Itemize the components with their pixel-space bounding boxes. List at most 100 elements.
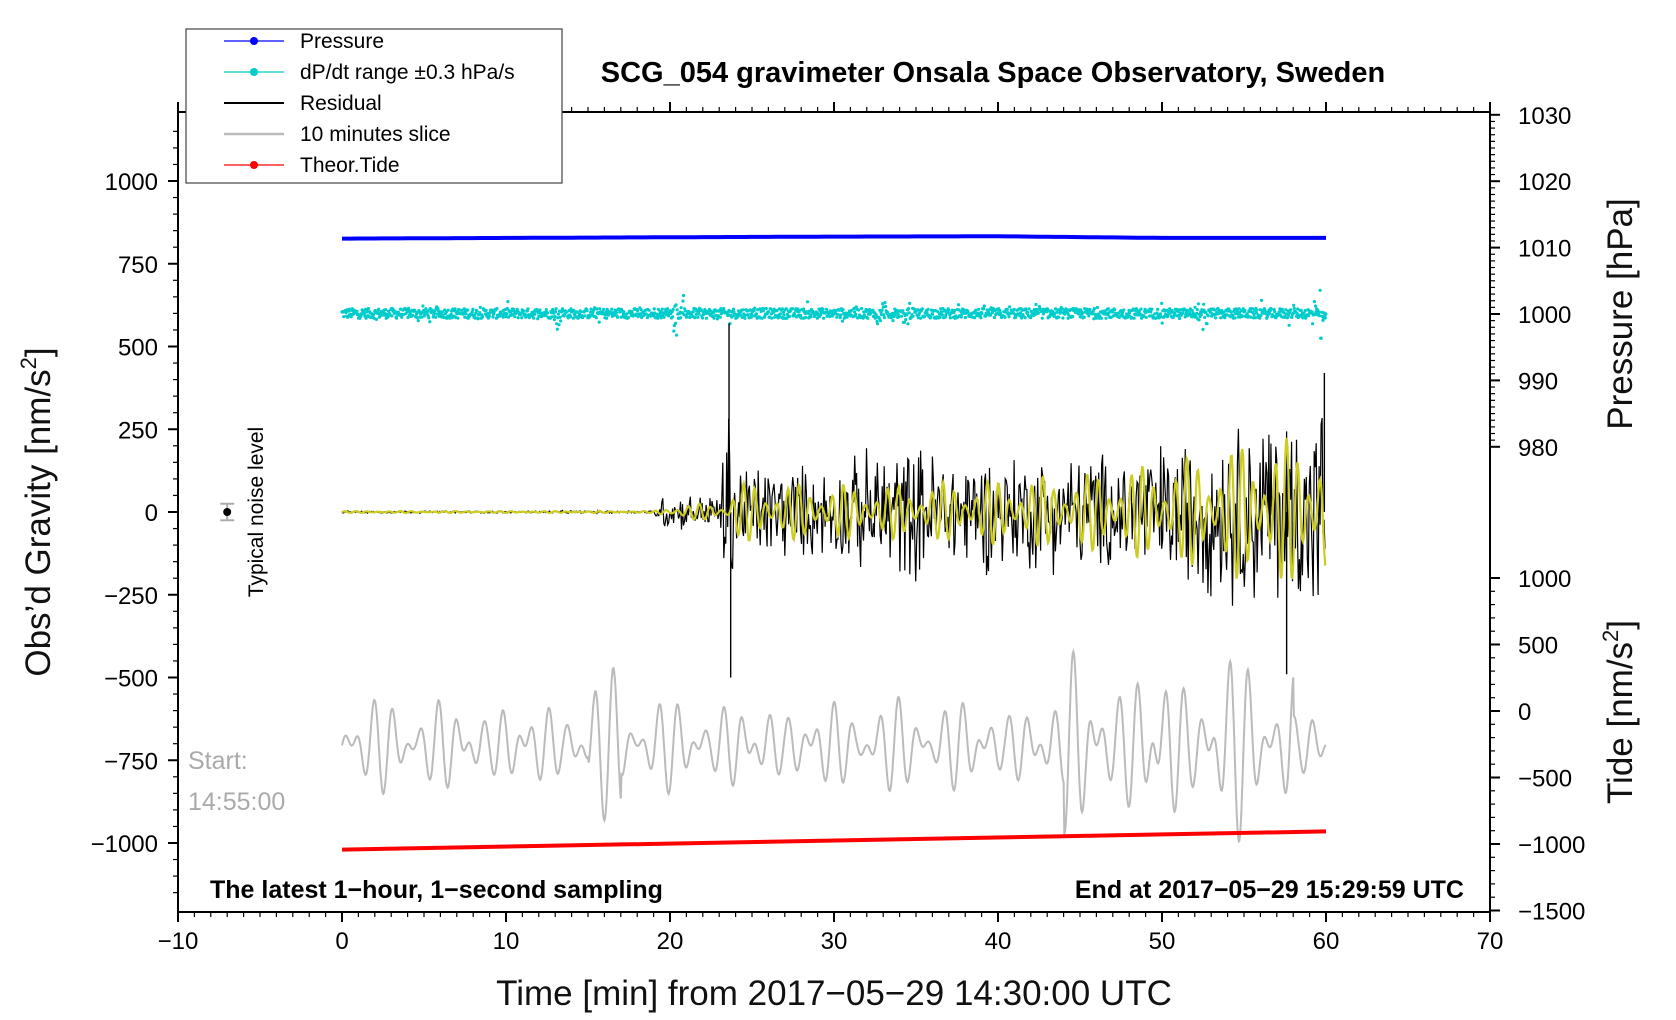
dpdt-point	[989, 313, 993, 317]
dpdt-point	[622, 310, 626, 314]
dpdt-point	[782, 313, 786, 317]
dpdt-point	[753, 306, 757, 310]
dpdt-point	[1214, 316, 1218, 320]
dpdt-point	[977, 307, 981, 311]
dpdt-point	[821, 307, 825, 311]
dpdt-point	[605, 307, 609, 311]
dpdt-point	[585, 309, 589, 313]
dpdt-point	[545, 311, 550, 315]
dpdt-point	[538, 308, 542, 312]
dpdt-point	[1173, 311, 1177, 315]
dpdt-point	[1111, 310, 1115, 314]
dpdt-point	[985, 313, 989, 317]
dpdt-point	[1139, 307, 1143, 311]
x-tick-label-7: 60	[1313, 928, 1340, 955]
dpdt-point	[1259, 298, 1264, 302]
dpdt-point	[1287, 323, 1291, 327]
dpdt-point	[598, 307, 602, 311]
dpdt-point	[920, 307, 924, 311]
dpdt-point	[691, 310, 695, 314]
dpdt-point	[683, 309, 687, 313]
dpdt-point	[453, 307, 457, 311]
dpdt-point	[778, 312, 783, 316]
dpdt-point	[544, 308, 548, 312]
dpdt-point	[1029, 316, 1033, 320]
dpdt-point	[1018, 311, 1023, 315]
dpdt-point	[1063, 312, 1067, 316]
dpdt-point	[835, 315, 839, 319]
dpdt-point	[1205, 322, 1209, 326]
dpdt-point	[495, 306, 499, 311]
dpdt-point	[1026, 310, 1030, 315]
dpdt-point	[1312, 300, 1316, 304]
pressure-line	[342, 234, 1326, 241]
dpdt-point	[1177, 316, 1182, 321]
dpdt-point	[718, 315, 722, 319]
dpdt-point	[639, 308, 643, 312]
dpdt-point	[636, 309, 640, 313]
dpdt-point	[1154, 316, 1159, 320]
dpdt-point	[615, 315, 620, 319]
x-tick-label-6: 50	[1149, 928, 1176, 955]
dpdt-point	[837, 308, 841, 312]
tide-axis-label-sup: 2	[1598, 630, 1623, 642]
dpdt-point	[1292, 303, 1296, 307]
dpdt-point	[1143, 307, 1147, 311]
dpdt-point	[1168, 307, 1172, 311]
dpdt-point	[990, 311, 994, 315]
dpdt-point	[788, 314, 792, 318]
y-tick-label-5: −250	[104, 583, 158, 610]
footer-right-note: End at 2017−05−29 15:29:59 UTC	[1075, 876, 1464, 904]
dpdt-point	[1092, 307, 1097, 311]
y-axis-label-sup: 2	[16, 357, 41, 369]
dpdt-point	[940, 313, 945, 317]
dpdt-point	[550, 315, 554, 319]
dpdt-point	[1243, 308, 1247, 312]
dpdt-point	[554, 307, 558, 311]
series-layer	[220, 234, 1328, 852]
dpdt-point	[822, 316, 826, 320]
dpdt-point	[775, 308, 779, 313]
dpdt-point	[491, 315, 495, 319]
slice-line	[341, 648, 1327, 844]
dpdt-point	[907, 311, 911, 315]
dpdt-point	[883, 301, 887, 305]
dpdt-point	[906, 307, 911, 311]
dpdt-point	[754, 312, 759, 316]
dpdt-point	[1134, 309, 1138, 313]
dpdt-point	[1144, 315, 1148, 319]
dpdt-point	[1155, 311, 1159, 315]
dpdt-point	[896, 312, 900, 316]
dpdt-point	[791, 307, 795, 311]
dpdt-point	[1052, 314, 1056, 318]
dpdt-point	[366, 306, 370, 311]
y-tick-label-8: −1000	[91, 831, 158, 858]
dpdt-point	[579, 310, 583, 314]
dpdt-point	[605, 316, 609, 320]
dpdt-point	[732, 310, 736, 314]
dpdt-point	[487, 314, 492, 318]
dpdt-point	[1082, 315, 1086, 319]
y-axis-label: Obs’d Gravity [nm/s2]	[16, 347, 58, 676]
dpdt-point	[952, 309, 957, 313]
dpdt-point	[880, 313, 884, 317]
dpdt-point	[1269, 307, 1273, 311]
dpdt-point	[415, 316, 419, 320]
dpdt-point	[432, 311, 436, 315]
dpdt-point	[602, 307, 606, 311]
dpdt-point	[1109, 315, 1113, 319]
y-axis-label-base: Obs’d Gravity [nm/s	[19, 369, 58, 676]
dpdt-point	[374, 317, 378, 321]
tide-tick-label-4: −1000	[1518, 832, 1585, 859]
dpdt-point	[956, 303, 961, 307]
dpdt-point	[938, 315, 942, 319]
dpdt-point	[355, 309, 359, 313]
dpdt-point	[571, 316, 575, 320]
dpdt-point	[906, 322, 910, 326]
dpdt-point	[1323, 316, 1327, 320]
dpdt-point	[591, 308, 596, 312]
dpdt-point	[501, 315, 505, 319]
dpdt-point	[679, 316, 683, 320]
dpdt-point	[857, 308, 861, 312]
dpdt-point	[685, 315, 689, 319]
